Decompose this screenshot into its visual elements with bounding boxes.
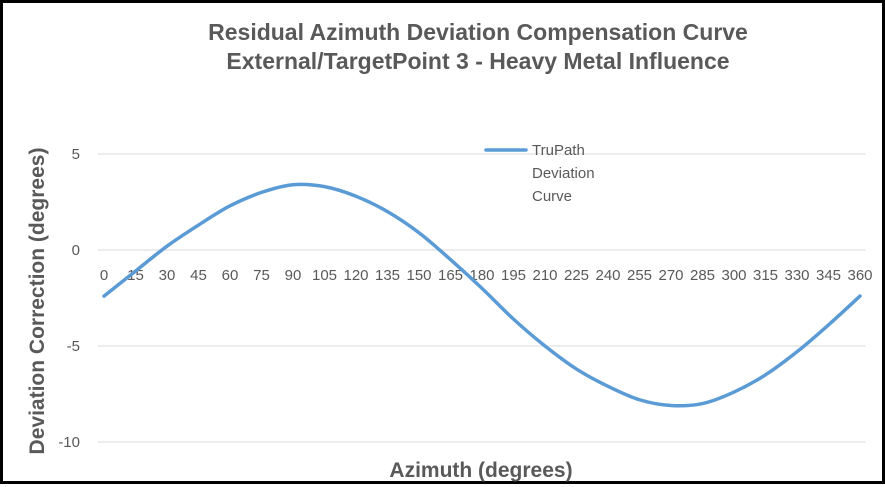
x-axis-tick-labels: 0 15 30 45 60 75 90 105 120 135 150 165 180 195 210 225… — [100, 267, 873, 284]
x-tick-label: 180 — [469, 267, 494, 284]
legend-label: Curve — [532, 188, 572, 205]
x-tick-label: 315 — [753, 267, 778, 284]
line-chart: Residual Azimuth Deviation Compensation … — [26, 19, 873, 482]
chart-title-line-2: External/TargetPoint 3 - Heavy Metal Inf… — [226, 48, 729, 74]
y-tick-label: 5 — [72, 146, 80, 163]
x-tick-label: 345 — [816, 267, 841, 284]
legend: TruPath Deviation Curve — [484, 142, 595, 205]
y-tick-label: -10 — [58, 434, 80, 451]
x-tick-label: 60 — [222, 267, 239, 284]
x-tick-label: 15 — [127, 267, 144, 284]
x-tick-label: 150 — [406, 267, 431, 284]
x-tick-label: 0 — [100, 267, 108, 284]
series — [102, 182, 862, 408]
grid — [98, 153, 866, 443]
x-tick-label: 210 — [532, 267, 557, 284]
x-tick-label: 45 — [190, 267, 207, 284]
x-tick-label: 300 — [721, 267, 746, 284]
x-tick-label: 120 — [343, 267, 368, 284]
legend-label: TruPath — [532, 142, 585, 159]
x-tick-label: 225 — [564, 267, 589, 284]
series-line-0 — [102, 182, 862, 408]
x-tick-label: 90 — [285, 267, 302, 284]
y-axis-tick-labels: 5 0 -5 -10 — [58, 146, 80, 451]
y-axis-title: Deviation Correction (degrees) — [26, 148, 49, 455]
x-tick-label: 30 — [159, 267, 176, 284]
x-axis-title: Azimuth (degrees) — [389, 459, 572, 482]
x-tick-label: 165 — [438, 267, 463, 284]
x-tick-label: 360 — [847, 267, 872, 284]
chart-title: Residual Azimuth Deviation Compensation … — [208, 19, 748, 74]
x-tick-label: 270 — [658, 267, 683, 284]
x-tick-label: 255 — [627, 267, 652, 284]
x-tick-label: 195 — [501, 267, 526, 284]
x-tick-label: 285 — [690, 267, 715, 284]
x-tick-label: 135 — [375, 267, 400, 284]
y-tick-label: 0 — [72, 242, 80, 259]
x-tick-label: 330 — [784, 267, 809, 284]
x-tick-label: 240 — [595, 267, 620, 284]
legend-label: Deviation — [532, 165, 595, 182]
x-tick-label: 105 — [312, 267, 337, 284]
y-tick-label: -5 — [67, 338, 80, 355]
chart-title-line-1: Residual Azimuth Deviation Compensation … — [208, 19, 748, 45]
x-tick-label: 75 — [253, 267, 270, 284]
